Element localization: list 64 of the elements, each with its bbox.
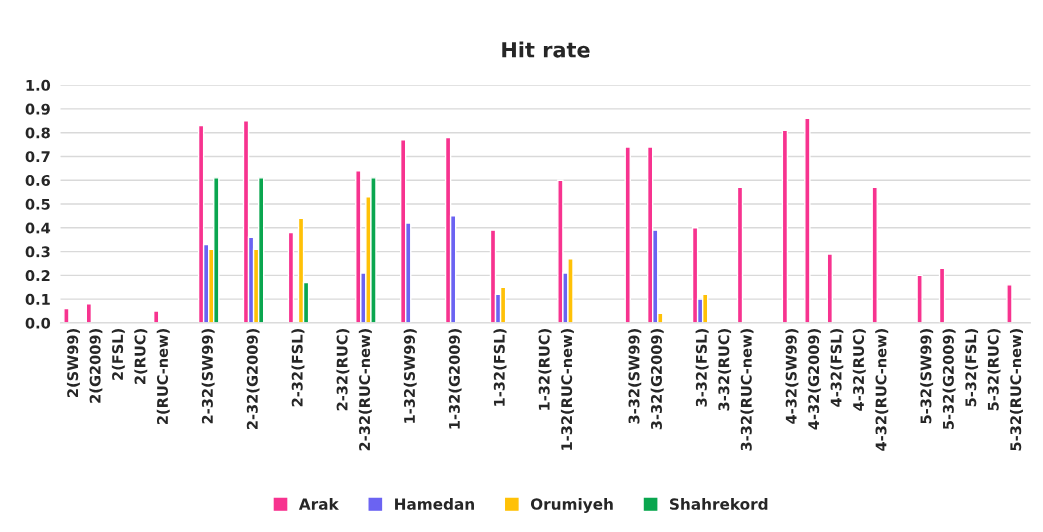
y-tick-label: 0.5 [25,198,50,210]
bar [85,303,93,323]
x-tick-label: 2-32(RUC) [336,329,350,411]
legend-label: Arak [298,498,339,510]
x-tick-label: 1-32(RUC-new) [560,329,574,450]
bar [804,117,811,323]
bar [701,293,709,323]
x-tick-label: 5-32(RUC-new) [1009,329,1023,451]
bar [826,253,834,323]
y-tick-label: 0.6 [25,174,50,186]
x-tick-label: 1-32(SW99) [403,329,417,423]
chart-title: Hit rate [502,41,590,58]
bar [938,267,946,323]
bar [557,179,564,323]
legend-label: Shahrekord [670,498,768,510]
y-tick-label: 0.2 [25,270,50,282]
x-tick-label: 2(FSL) [111,329,125,380]
x-tick-label: 4-32(RUC) [852,329,866,411]
x-tick-label: 2(G2009) [89,329,103,403]
x-tick-label: 2(RUC-new) [156,329,170,425]
bar [624,146,631,323]
x-tick-label: 5-32(SW99) [920,329,934,424]
x-tick-label: 5-32(G2009) [942,329,956,430]
y-tick-label: 0.8 [25,127,50,139]
bar [63,307,70,323]
x-tick-label: 2(SW99) [66,329,80,397]
y-tick-label: 0.4 [25,222,51,234]
legend-label: Hamedan [395,498,474,510]
bar [736,186,744,323]
x-tick-label: 3-32(SW99) [628,329,642,424]
bar [152,310,160,323]
x-tick-label: 4-32(G2009) [807,329,821,430]
bar [257,177,265,323]
x-tick-label: 5-32(RUC) [987,329,1001,411]
x-tick-label: 5-32(FSL) [965,329,979,407]
bar [287,231,295,323]
bar [355,170,362,323]
bar [916,274,923,323]
y-tick-label: 0.1 [25,293,50,305]
x-tick-label: 4-32(SW99) [785,329,799,424]
x-tick-label: 2-32(FSL) [291,329,305,407]
x-tick-label: 2(RUC) [134,329,148,384]
x-tick-label: 1-32(RUC) [538,329,552,410]
x-tick-label: 1-32(FSL) [493,329,507,406]
x-tick-label: 3-32(FSL) [695,329,709,407]
y-tick-label: 0.3 [25,246,50,258]
y-tick-label: 0.0 [25,317,51,329]
x-tick-label: 2-32(G2009) [246,329,260,430]
x-tick-label: 3-32(RUC-new) [740,329,754,451]
x-tick-label: 2-32(SW99) [201,329,215,424]
bar [499,286,507,323]
x-tick-label: 3-32(RUC) [718,329,732,411]
bar [871,186,878,323]
bar [1006,284,1013,323]
bar [781,129,789,323]
x-tick-label: 4-32(FSL) [830,329,844,407]
y-tick-label: 1.0 [26,79,51,91]
y-tick-label: 0.9 [25,103,50,115]
y-tick-label: 0.7 [25,151,50,163]
x-tick-label: 1-32(G2009) [448,329,462,429]
x-tick-label: 3-32(G2009) [650,329,664,430]
x-tick-label: 2-32(RUC-new) [358,329,372,451]
x-tick-label: 4-32(RUC-new) [875,329,889,451]
legend-label: Orumiyeh [530,498,613,513]
